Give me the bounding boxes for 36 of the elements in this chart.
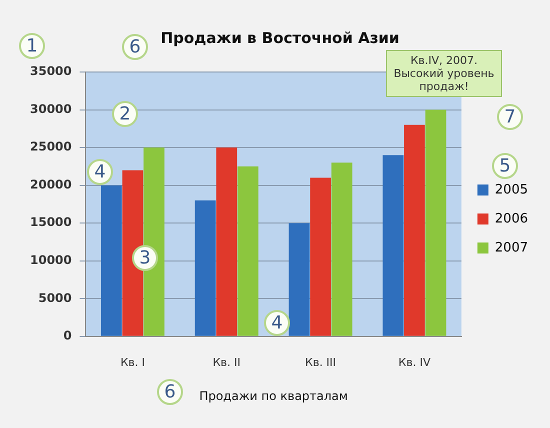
y-tick-label: 0 bbox=[63, 328, 72, 343]
legend-label: 2007 bbox=[494, 240, 528, 256]
y-tick-label: 15000 bbox=[30, 215, 72, 230]
bar bbox=[425, 110, 446, 336]
x-tick-label: Кв. IV bbox=[398, 356, 431, 369]
annotation: Кв.IV, 2007. Высокий уровень продаж! bbox=[386, 50, 502, 97]
bar bbox=[404, 124, 425, 336]
bar bbox=[382, 155, 404, 336]
text: 7 bbox=[504, 106, 516, 128]
bar bbox=[216, 148, 238, 336]
x-tick-label: Кв. III bbox=[305, 356, 336, 369]
y-tick-label: 20000 bbox=[30, 177, 72, 192]
y-tick-label: 10000 bbox=[30, 252, 72, 267]
y-tick-label: 5000 bbox=[38, 290, 72, 305]
annotation: 4 bbox=[94, 162, 106, 183]
y-tick-label: 25000 bbox=[30, 140, 72, 154]
x-axis-title: Продажи по кварталам bbox=[199, 388, 348, 403]
text: 1 bbox=[26, 36, 38, 57]
y-tick-label: 35000 bbox=[30, 64, 72, 78]
x-tick-label: Кв. I bbox=[120, 356, 145, 369]
bar bbox=[331, 162, 352, 336]
bar bbox=[310, 178, 331, 336]
annotation: 2 bbox=[119, 104, 131, 125]
bar bbox=[194, 200, 216, 336]
annotation: 3 bbox=[139, 248, 151, 269]
text: 6 bbox=[129, 36, 141, 58]
annotation: 4 bbox=[271, 312, 283, 334]
legend-label: 2005 bbox=[494, 182, 528, 198]
legend-label: 2006 bbox=[494, 211, 528, 226]
bar bbox=[237, 166, 258, 336]
bar bbox=[288, 223, 310, 336]
x-tick-label: Кв. II bbox=[212, 356, 241, 369]
text: 5 bbox=[499, 156, 511, 177]
y-tick-label: 30000 bbox=[30, 102, 72, 116]
chart-title: Продажи в Восточной Азии bbox=[160, 28, 400, 47]
text: 6 bbox=[164, 382, 176, 403]
